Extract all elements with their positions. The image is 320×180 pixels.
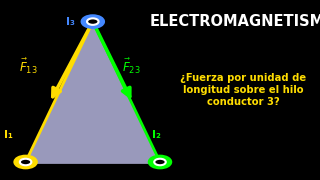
- Circle shape: [20, 159, 31, 165]
- Circle shape: [149, 156, 171, 168]
- Text: $\vec{F}_{23}$: $\vec{F}_{23}$: [122, 57, 140, 76]
- Text: I₃: I₃: [66, 17, 75, 27]
- Text: I₂: I₂: [152, 130, 161, 140]
- Polygon shape: [26, 22, 160, 162]
- Circle shape: [87, 18, 99, 25]
- Text: I₁: I₁: [4, 130, 12, 140]
- Text: ¿Fuerza por unidad de
longitud sobre el hilo
conductor 3?: ¿Fuerza por unidad de longitud sobre el …: [180, 73, 306, 107]
- Circle shape: [82, 15, 104, 28]
- Text: $\vec{F}_{13}$: $\vec{F}_{13}$: [20, 57, 38, 76]
- Circle shape: [154, 159, 166, 165]
- Circle shape: [14, 156, 37, 168]
- Text: ELECTROMAGNETISMO: ELECTROMAGNETISMO: [149, 14, 320, 29]
